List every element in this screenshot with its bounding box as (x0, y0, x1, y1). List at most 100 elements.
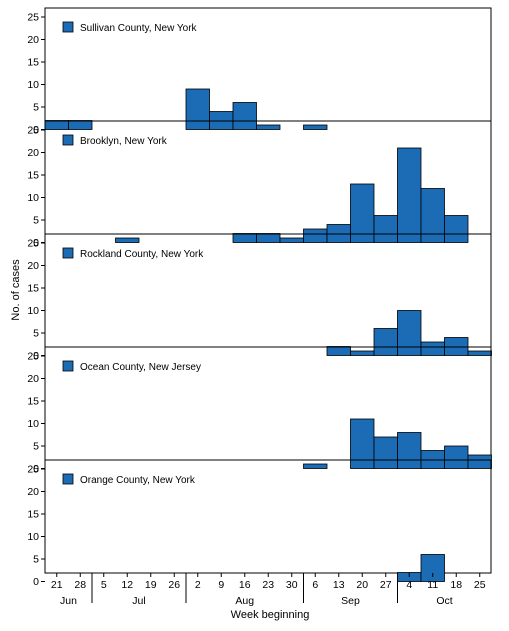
bar (397, 147, 422, 243)
panel-label: Rockland County, New York (80, 249, 204, 260)
bar (68, 120, 93, 130)
y-tick-label: 15 (27, 57, 39, 69)
bar (279, 237, 304, 243)
x-tick-label: 16 (239, 579, 251, 591)
y-tick-label: 20 (27, 260, 39, 272)
y-tick-label: 5 (33, 441, 39, 453)
y-tick-label: 25 (27, 464, 39, 476)
month-label: Jun (60, 595, 77, 607)
panel: 0 5 10 15 20 25 Sullivan County, New York (27, 7, 492, 136)
x-tick-label: 30 (286, 579, 298, 591)
y-tick-label: 20 (27, 373, 39, 385)
bar (303, 463, 328, 469)
bar (467, 454, 492, 469)
y-tick-label: 20 (27, 34, 39, 46)
y-tick-label: 0 (33, 124, 39, 136)
legend-swatch (62, 360, 74, 372)
legend-swatch (62, 247, 74, 259)
x-axis: 21 28 5 12 19 26 2 9 16 23 30 6 13 20 27 4 11 18 25 Jun Jul A… (51, 573, 486, 607)
panel-label: Orange County, New York (80, 475, 196, 486)
y-tick-label: 20 (27, 147, 39, 159)
y-tick-label: 5 (33, 215, 39, 227)
y-tick-label: 20 (27, 486, 39, 498)
x-tick-label: 18 (450, 579, 462, 591)
x-tick-label: 9 (218, 579, 224, 591)
x-tick-label: 6 (312, 579, 318, 591)
bar (373, 215, 398, 243)
panel: 0 5 10 15 20 25 Rockland County, New York (27, 233, 492, 362)
x-tick-label: 2 (195, 579, 201, 591)
bar (115, 237, 140, 243)
y-tick-label: 5 (33, 554, 39, 566)
y-axis-title: No. of cases (10, 259, 22, 321)
y-tick-label: 10 (27, 79, 39, 91)
x-tick-label: 12 (121, 579, 133, 591)
bar (350, 183, 375, 243)
y-tick-label: 25 (27, 238, 39, 250)
y-tick-label: 15 (27, 170, 39, 182)
y-tick-label: 10 (27, 192, 39, 204)
bar (44, 120, 69, 130)
bar (256, 124, 281, 130)
y-tick-label: 25 (27, 12, 39, 24)
x-tick-label: 11 (427, 579, 438, 591)
bar (373, 436, 398, 469)
y-tick-label: 25 (27, 125, 39, 137)
bar (185, 88, 210, 130)
x-tick-label: 20 (356, 579, 368, 591)
bar (303, 228, 328, 243)
bar (397, 310, 422, 356)
x-tick-label: 26 (168, 579, 180, 591)
legend-swatch (62, 21, 74, 33)
bar (326, 346, 351, 356)
x-tick-label: 28 (74, 579, 86, 591)
bar (420, 554, 445, 582)
y-tick-label: 15 (27, 396, 39, 408)
x-tick-label: 25 (474, 579, 486, 591)
y-tick-label: 0 (33, 237, 39, 249)
bar (444, 445, 469, 469)
y-tick-label: 0 (33, 350, 39, 362)
panel-label: Sullivan County, New York (80, 23, 198, 34)
panel-label: Ocean County, New Jersey (80, 362, 201, 373)
panel: 0 5 10 15 20 25 Brooklyn, New York (27, 120, 492, 249)
bar (397, 432, 422, 469)
month-label: Sep (341, 595, 360, 607)
bar (256, 233, 281, 243)
bar (232, 233, 257, 243)
bar (467, 350, 492, 356)
x-tick-label: 23 (262, 579, 274, 591)
bar (420, 341, 445, 356)
y-tick-label: 0 (33, 576, 39, 588)
bar (350, 350, 375, 356)
bar (444, 215, 469, 243)
y-tick-label: 0 (33, 463, 39, 475)
y-tick-label: 25 (27, 351, 39, 363)
y-tick-label: 10 (27, 531, 39, 543)
bar (350, 418, 375, 469)
x-tick-label: 21 (51, 579, 63, 591)
y-tick-label: 5 (33, 328, 39, 340)
x-tick-label: 27 (380, 579, 392, 591)
legend-swatch (62, 134, 74, 146)
bar (373, 328, 398, 356)
bar (303, 124, 328, 130)
month-label: Aug (235, 595, 254, 607)
bar (232, 102, 257, 130)
x-tick-label: 5 (101, 579, 107, 591)
y-tick-label: 15 (27, 509, 39, 521)
x-tick-label: 13 (333, 579, 345, 591)
y-tick-label: 10 (27, 418, 39, 430)
y-tick-label: 15 (27, 283, 39, 295)
y-tick-label: 10 (27, 305, 39, 317)
panel-label: Brooklyn, New York (80, 136, 168, 147)
legend-swatch (62, 473, 74, 485)
panel: 0 5 10 15 20 25 Ocean County, New Jersey (27, 346, 492, 475)
x-tick-label: 19 (145, 579, 157, 591)
month-label: Jul (132, 595, 145, 607)
x-axis-title: Week beginning (231, 609, 310, 621)
y-tick-label: 5 (33, 102, 39, 114)
